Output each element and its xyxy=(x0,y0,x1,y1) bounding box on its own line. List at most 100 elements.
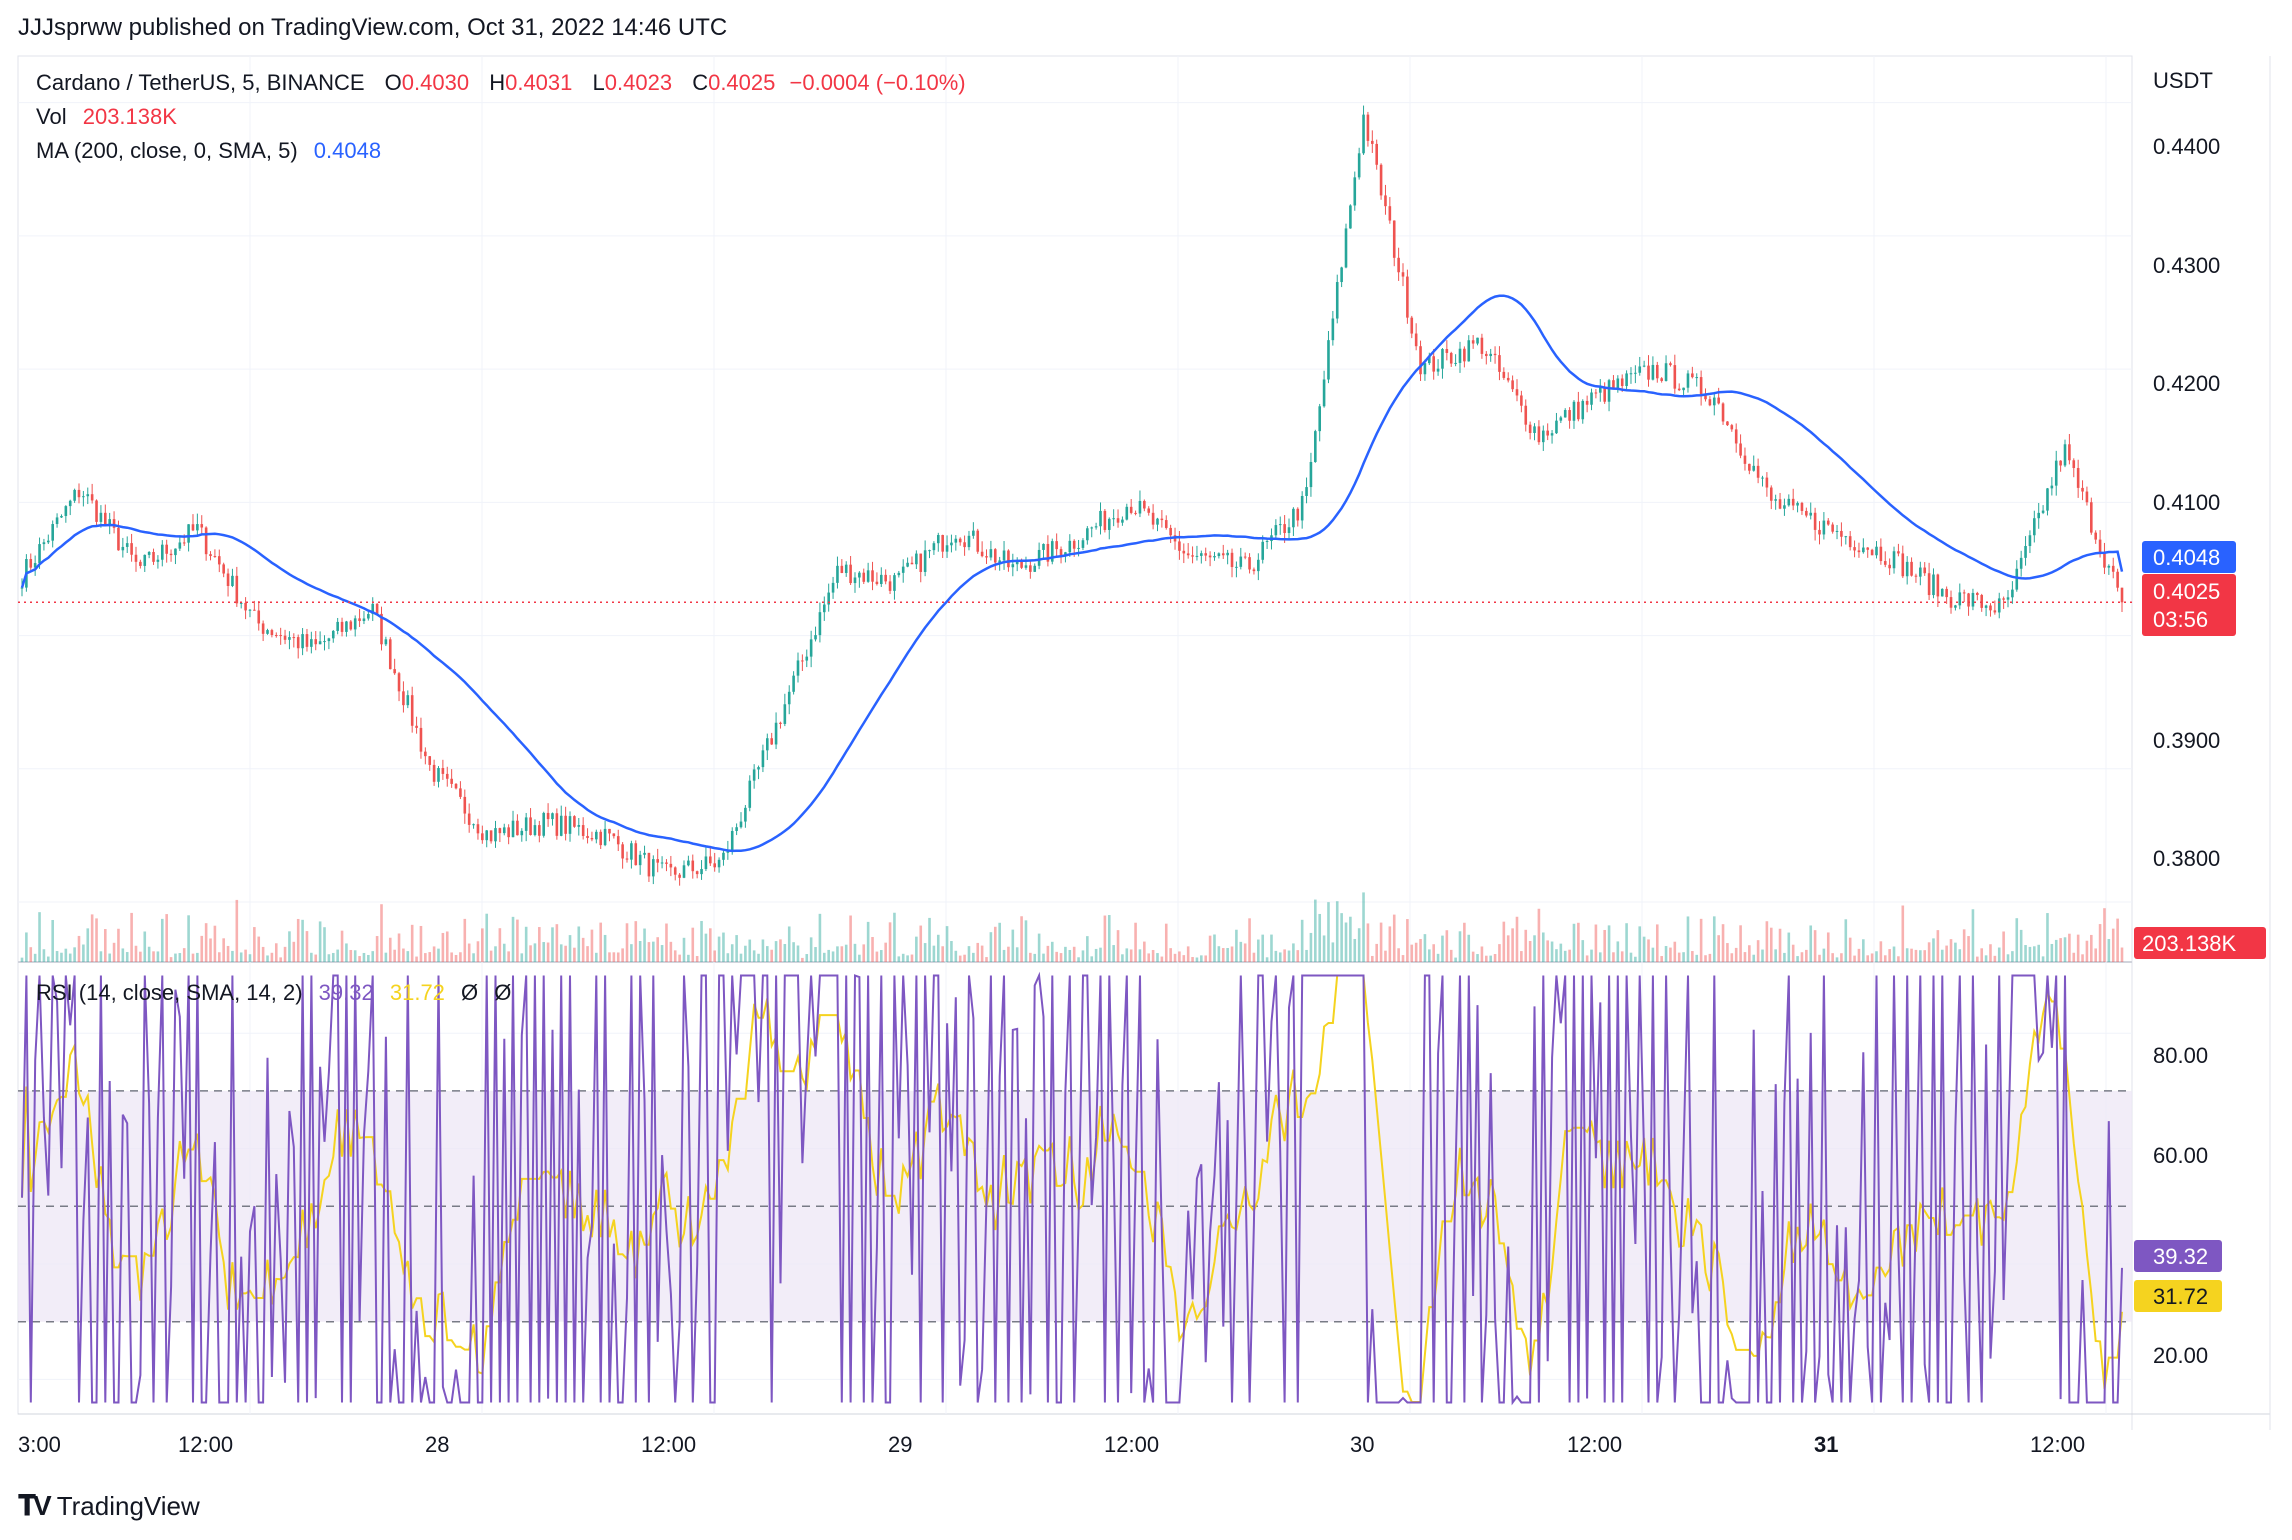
candle xyxy=(1384,195,1387,207)
volume-bar xyxy=(1072,946,1076,962)
candle xyxy=(1314,431,1317,462)
rsi-axis[interactable]: 80.00 60.00 20.00 39.32 31.72 xyxy=(2134,1043,2222,1368)
candle xyxy=(1248,557,1251,570)
candle xyxy=(1585,400,1589,405)
volume-bar xyxy=(1594,924,1598,962)
candle xyxy=(1686,373,1690,388)
candle xyxy=(524,817,528,831)
volume-bar xyxy=(1397,948,1400,962)
volume-bar xyxy=(1905,948,1909,962)
volume-bar xyxy=(2120,947,2124,962)
candle xyxy=(222,564,225,574)
candle xyxy=(476,824,480,834)
rsi-tick: 20.00 xyxy=(2153,1343,2208,1368)
candle xyxy=(279,635,282,637)
volume-bar xyxy=(1932,938,1935,962)
open-label: O xyxy=(384,70,402,95)
candle xyxy=(1011,564,1015,568)
volume-bar xyxy=(1476,954,1479,962)
candle xyxy=(599,831,603,846)
volume-bar xyxy=(1454,957,1457,962)
volume-bar xyxy=(546,942,550,962)
volume-bar xyxy=(1042,953,1045,962)
candle xyxy=(257,610,261,624)
volume-bar xyxy=(1292,943,1295,962)
volume-bar xyxy=(380,904,383,962)
volume-bar xyxy=(993,926,997,962)
volume-bar xyxy=(336,949,339,962)
volume-bar xyxy=(1278,952,1282,962)
candle xyxy=(301,634,304,649)
volume-bar xyxy=(1502,921,1506,962)
candle xyxy=(849,564,852,584)
time-axis[interactable]: 3:00 12:00 28 12:00 29 12:00 30 12:00 31… xyxy=(18,1432,2085,1457)
candle xyxy=(139,561,142,566)
volume-bar xyxy=(634,921,638,962)
symbol-name[interactable]: Cardano / TetherUS, 5, BINANCE xyxy=(36,70,365,95)
volume-bar xyxy=(371,951,375,962)
volume-legend[interactable]: Vol 203.138K xyxy=(36,104,177,130)
volume-bar xyxy=(165,914,168,962)
candle xyxy=(432,764,436,782)
volume-bar xyxy=(2037,944,2041,962)
candle xyxy=(1844,536,1848,538)
candle xyxy=(143,554,147,566)
volume-bar xyxy=(1603,929,1606,962)
rsi-legend[interactable]: RSI (14, close, SMA, 14, 2) 39.32 31.72 … xyxy=(36,980,511,1006)
volume-bar xyxy=(424,953,427,962)
volume-bar xyxy=(1147,953,1151,962)
candle xyxy=(1050,541,1054,562)
candle xyxy=(1778,499,1782,509)
rsi-value: 39.32 xyxy=(318,980,374,1005)
candle xyxy=(1335,282,1339,319)
candle xyxy=(437,768,440,782)
volume-bar xyxy=(1463,922,1466,962)
candle xyxy=(665,862,668,864)
volume-bar xyxy=(55,951,59,962)
candle xyxy=(612,833,616,837)
candle xyxy=(695,871,699,875)
candle xyxy=(77,489,81,498)
candle xyxy=(1239,556,1243,567)
volume-bar xyxy=(774,941,778,962)
volume-bar xyxy=(156,951,160,962)
volume-bar xyxy=(1962,929,1966,962)
rsi-badge xyxy=(2134,1240,2222,1272)
rsi-tick: 60.00 xyxy=(2153,1143,2208,1168)
candle xyxy=(1976,592,1979,596)
candle xyxy=(1712,397,1716,406)
volume-bar xyxy=(331,952,335,962)
volume-bar xyxy=(1029,952,1032,962)
volume-bar xyxy=(397,933,401,962)
ma-legend[interactable]: MA (200, close, 0, SMA, 5) 0.4048 xyxy=(36,138,381,164)
last-price-badge-text: 0.4025 xyxy=(2153,579,2220,604)
ohlc-legend[interactable]: Cardano / TetherUS, 5, BINANCE O0.4030 H… xyxy=(36,70,966,96)
volume-bar xyxy=(1506,935,1510,962)
volume-bar xyxy=(2033,946,2036,962)
candle xyxy=(125,543,129,547)
rsi-ma-value: 31.72 xyxy=(389,980,445,1005)
volume-bar xyxy=(86,928,90,962)
volume-bar xyxy=(191,953,195,962)
candle xyxy=(1493,353,1497,356)
volume-bar xyxy=(1309,932,1313,962)
candle xyxy=(928,550,931,552)
volume-bar xyxy=(1033,953,1037,962)
candle xyxy=(1020,560,1023,568)
volume-bar xyxy=(608,952,611,962)
volume-bar xyxy=(1125,948,1129,962)
candle xyxy=(103,512,107,524)
price-axis[interactable]: USDT 0.4400 0.4300 0.4200 0.4100 0.3900 … xyxy=(2134,68,2266,959)
volume-bar xyxy=(766,946,769,962)
volume-bar xyxy=(1384,950,1387,962)
candle xyxy=(1691,373,1694,378)
volume-bar xyxy=(1467,934,1471,962)
candle xyxy=(1388,206,1392,221)
tradingview-logo[interactable]: 𝐓V TradingView xyxy=(18,1490,200,1523)
candle xyxy=(375,603,379,614)
volume-bar xyxy=(884,942,887,962)
candle xyxy=(2081,487,2084,492)
candle xyxy=(1107,518,1111,530)
volume-bar xyxy=(923,943,927,962)
